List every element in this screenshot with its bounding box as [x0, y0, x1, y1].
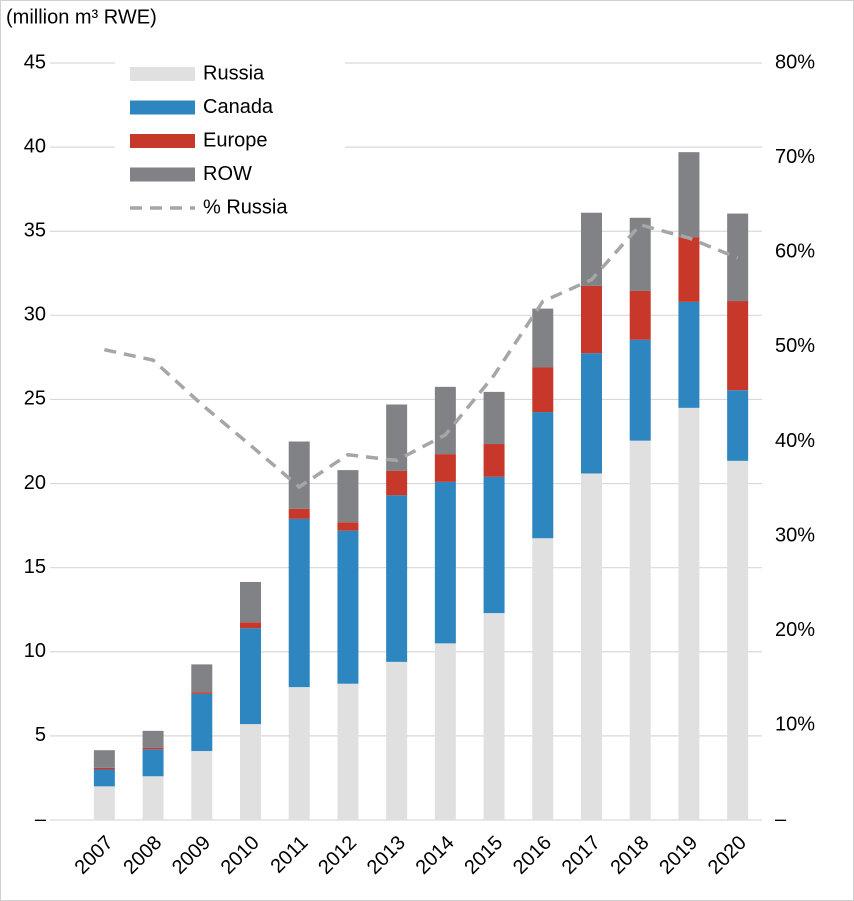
bar-segment	[93, 769, 115, 787]
bar-segment	[581, 353, 602, 474]
bar-segment	[386, 495, 408, 662]
bar-segment	[240, 724, 261, 820]
y-tick-label: 45	[24, 51, 46, 73]
y-tick-label: 20	[24, 472, 46, 494]
bar-segment	[386, 404, 408, 471]
y-tick-label: 25	[24, 388, 46, 410]
bar-segment	[434, 643, 456, 820]
bar-segment	[629, 290, 651, 340]
bar-segment	[337, 530, 359, 684]
bar-segment	[532, 308, 554, 368]
bar-segment	[727, 301, 749, 391]
line-series	[103, 222, 739, 490]
legend-label: Europe	[203, 129, 268, 151]
y-tick-label: 5	[35, 724, 46, 746]
bar-segment	[288, 518, 310, 688]
bar-segment	[532, 412, 554, 539]
legend-label: ROW	[203, 163, 252, 185]
y2-tick-label: 10%	[775, 714, 815, 736]
bar-segment	[434, 386, 456, 455]
bar-segment	[532, 367, 554, 413]
y2-tick-label: –	[775, 808, 787, 830]
y-axis-label: (million m³ RWE)	[6, 6, 157, 28]
bar-segment	[337, 522, 359, 531]
y2-tick-label: 20%	[775, 619, 815, 641]
bar-segment	[678, 407, 700, 820]
y2-tick-label: 70%	[775, 146, 815, 168]
bar-segment	[581, 473, 602, 820]
bar-segment	[142, 747, 164, 750]
bar-segment	[483, 476, 505, 614]
y2-tick-label: 60%	[775, 241, 815, 263]
y2-tick-label: 40%	[775, 430, 815, 452]
y2-tick-label: 50%	[775, 335, 815, 357]
bar-segment	[240, 622, 261, 629]
legend-swatch	[130, 67, 195, 81]
y-tick-label: 40	[24, 135, 46, 157]
y2-tick-label: 80%	[775, 51, 815, 73]
bar-segment	[678, 152, 700, 238]
legend-swatch	[130, 100, 195, 115]
bar-segment	[727, 390, 749, 461]
bar-segment	[629, 440, 651, 820]
bar-segment	[678, 237, 700, 302]
bar-segment	[386, 470, 408, 496]
y-tick-label: –	[35, 808, 47, 830]
legend-label: Canada	[203, 96, 274, 118]
y-tick-label: 10	[24, 640, 46, 662]
bar-segment	[581, 285, 602, 354]
legend-swatch	[130, 167, 195, 182]
bar-segment	[288, 687, 310, 820]
bar-segment	[629, 217, 651, 291]
bar-segment	[434, 481, 456, 644]
legend-swatch	[130, 134, 195, 148]
bar-segment	[483, 444, 505, 477]
bar-segment	[727, 460, 749, 820]
bar-segment	[191, 751, 213, 820]
bar-segment	[337, 470, 359, 523]
bar-segment	[678, 301, 700, 408]
bar-segment	[93, 750, 115, 768]
bar-segment	[191, 664, 213, 693]
bar-segment	[142, 730, 164, 748]
bar-segment	[191, 692, 213, 694]
bar-segment	[629, 339, 651, 441]
bar-segment	[288, 441, 310, 509]
bar-segment	[581, 212, 602, 286]
bar-segment	[337, 683, 359, 820]
bar-segment	[532, 538, 554, 820]
y-tick-label: 30	[24, 304, 46, 326]
bar-segment	[93, 767, 115, 770]
bar-segment	[240, 581, 261, 623]
bar-segment	[191, 693, 213, 752]
y2-tick-label: 30%	[775, 524, 815, 546]
bar-segment	[142, 776, 164, 820]
legend-label: Russia	[203, 62, 265, 84]
y-tick-label: 15	[24, 556, 46, 578]
bar-segment	[142, 749, 164, 777]
legend-label: % Russia	[203, 196, 288, 218]
bar-segment	[386, 661, 408, 820]
y-tick-label: 35	[24, 220, 46, 242]
bar-segment	[240, 628, 261, 725]
bar-segment	[483, 613, 505, 820]
bar-segment	[483, 391, 505, 445]
bar-segment	[93, 786, 115, 820]
bar-segment	[434, 454, 456, 482]
bar-segment	[288, 508, 310, 519]
